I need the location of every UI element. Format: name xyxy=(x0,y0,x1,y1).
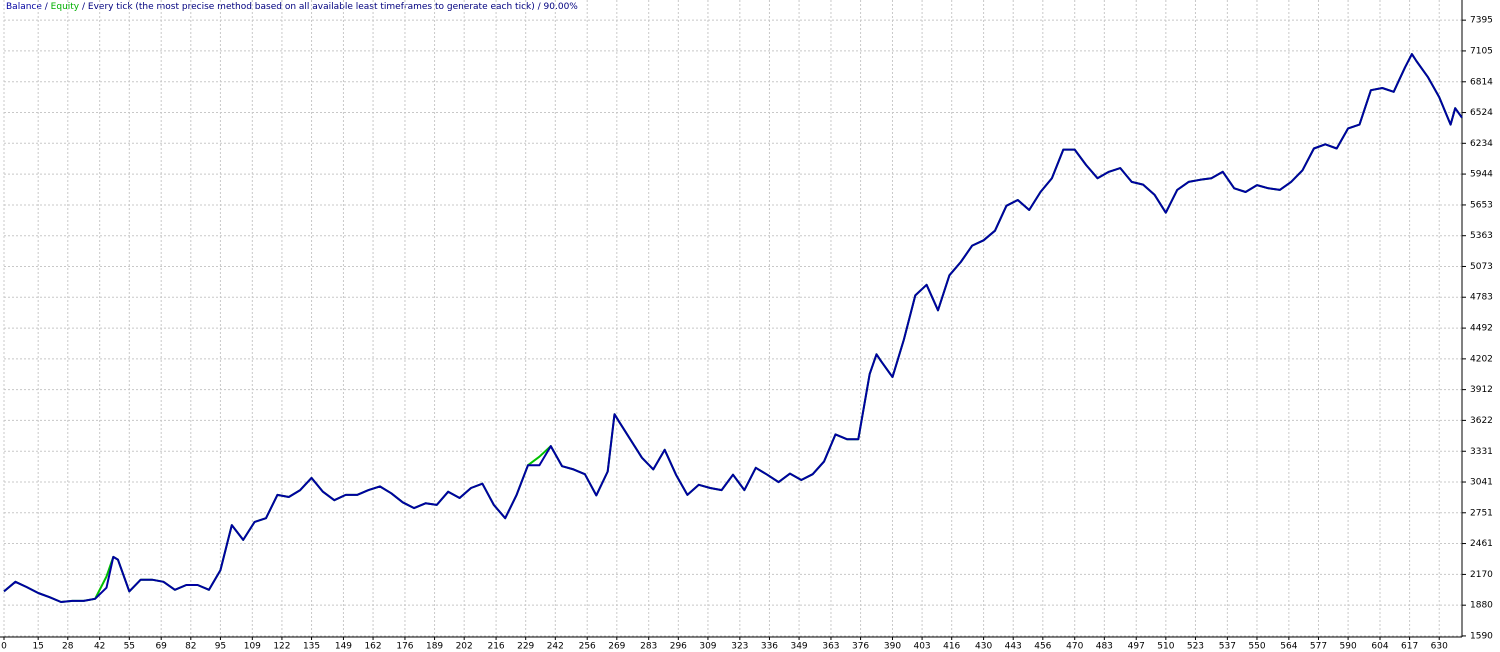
y-tick-label: 5653 xyxy=(1470,200,1493,210)
y-tick-label: 5944 xyxy=(1470,170,1493,180)
y-tick-label: 6814 xyxy=(1470,77,1493,87)
y-tick-label: 5363 xyxy=(1470,231,1493,241)
legend-equity: Equity xyxy=(51,2,80,12)
x-tick-label: 176 xyxy=(396,642,413,652)
x-tick-label: 470 xyxy=(1066,642,1083,652)
separator: / xyxy=(79,2,88,12)
x-tick-label: 55 xyxy=(124,642,135,652)
x-tick-label: 416 xyxy=(943,642,960,652)
x-tick-label: 256 xyxy=(579,642,596,652)
x-tick-label: 564 xyxy=(1280,642,1297,652)
y-tick-label: 2170 xyxy=(1470,570,1493,580)
x-tick-label: 15 xyxy=(32,642,43,652)
x-tick-label: 162 xyxy=(364,642,381,652)
x-tick-label: 336 xyxy=(761,642,778,652)
x-tick-label: 202 xyxy=(456,642,473,652)
y-tick-label: 3331 xyxy=(1470,447,1493,457)
x-tick-label: 242 xyxy=(547,642,564,652)
y-tick-label: 6524 xyxy=(1470,108,1493,118)
y-tick-label: 4783 xyxy=(1470,293,1493,303)
separator: / xyxy=(535,2,544,12)
x-tick-label: 122 xyxy=(273,642,290,652)
x-tick-label: 216 xyxy=(487,642,504,652)
x-tick-label: 229 xyxy=(517,642,534,652)
x-tick-label: 149 xyxy=(335,642,352,652)
subtitle: Every tick (the most precise method base… xyxy=(88,2,535,12)
grid xyxy=(3,0,1462,637)
y-tick-label: 3041 xyxy=(1470,478,1493,488)
quality: 90.00% xyxy=(544,2,579,12)
x-tick-label: 309 xyxy=(699,642,716,652)
y-tick-label: 3912 xyxy=(1470,385,1493,395)
y-tick-label: 2751 xyxy=(1470,508,1493,518)
y-tick-label: 1590 xyxy=(1470,631,1493,641)
separator: / xyxy=(42,2,51,12)
x-tick-label: 28 xyxy=(62,642,74,652)
x-tick-label: 510 xyxy=(1157,642,1174,652)
x-tick-label: 403 xyxy=(913,642,930,652)
series-line xyxy=(3,53,1463,603)
y-tick-label: 3622 xyxy=(1470,416,1493,426)
x-tick-label: 523 xyxy=(1187,642,1204,652)
x-tick-label: 456 xyxy=(1034,642,1051,652)
chart-header: Balance / Equity / Every tick (the most … xyxy=(6,2,578,12)
x-tick-label: 82 xyxy=(185,642,196,652)
x-tick-label: 69 xyxy=(155,642,167,652)
x-tick-label: 283 xyxy=(640,642,657,652)
x-tick-label: 577 xyxy=(1310,642,1327,652)
x-tick-label: 590 xyxy=(1340,642,1357,652)
y-tick-label: 7105 xyxy=(1470,46,1493,56)
x-tick-label: 349 xyxy=(790,642,807,652)
y-tick-label: 1880 xyxy=(1470,601,1493,611)
x-tick-label: 497 xyxy=(1128,642,1145,652)
x-tick-label: 269 xyxy=(608,642,625,652)
x-tick-label: 630 xyxy=(1431,642,1448,652)
x-tick-label: 430 xyxy=(975,642,992,652)
x-tick-label: 537 xyxy=(1219,642,1236,652)
x-tick-label: 617 xyxy=(1401,642,1418,652)
y-tick-label: 4202 xyxy=(1470,354,1493,364)
y-tick-label: 4492 xyxy=(1470,324,1493,334)
x-tick-label: 189 xyxy=(426,642,443,652)
x-tick-label: 135 xyxy=(303,642,320,652)
y-tick-label: 6234 xyxy=(1470,139,1493,149)
y-tick-label: 7395 xyxy=(1470,16,1493,26)
x-tick-label: 604 xyxy=(1371,642,1388,652)
x-tick-label: 109 xyxy=(244,642,261,652)
x-tick-label: 443 xyxy=(1005,642,1022,652)
x-tick-label: 483 xyxy=(1096,642,1113,652)
x-tick-label: 296 xyxy=(670,642,687,652)
x-tick-label: 363 xyxy=(822,642,839,652)
legend-balance: Balance xyxy=(6,2,42,12)
x-tick-label: 0 xyxy=(1,642,7,652)
x-tick-label: 550 xyxy=(1248,642,1265,652)
x-tick-label: 323 xyxy=(731,642,748,652)
y-tick-label: 5073 xyxy=(1470,262,1493,272)
y-tick-label: 2461 xyxy=(1470,539,1493,549)
x-tick-label: 42 xyxy=(94,642,105,652)
x-tick-label: 95 xyxy=(215,642,226,652)
x-tick-label: 390 xyxy=(884,642,901,652)
x-tick-label: 376 xyxy=(852,642,869,652)
